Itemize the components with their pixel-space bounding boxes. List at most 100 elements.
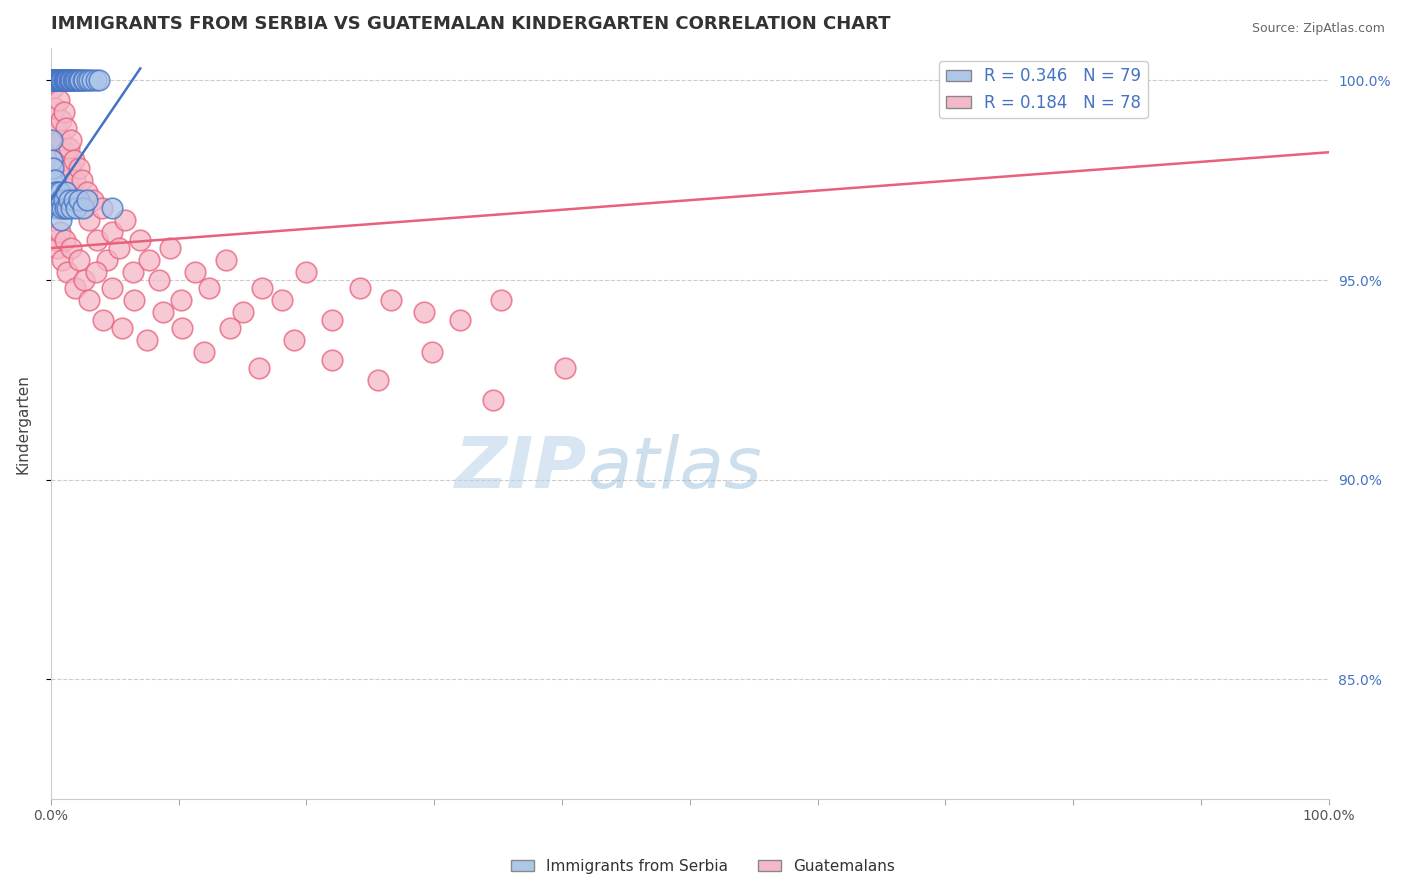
Point <box>367 373 389 387</box>
Point <box>193 344 215 359</box>
Point <box>135 333 157 347</box>
Point <box>91 313 114 327</box>
Text: Source: ZipAtlas.com: Source: ZipAtlas.com <box>1251 22 1385 36</box>
Point <box>63 281 86 295</box>
Point <box>49 225 72 239</box>
Point <box>56 73 79 87</box>
Point <box>111 321 134 335</box>
Point <box>55 73 77 87</box>
Point <box>59 73 82 87</box>
Point <box>44 73 66 87</box>
Point <box>51 253 73 268</box>
Point <box>184 265 207 279</box>
Point <box>49 185 72 199</box>
Point <box>56 265 79 279</box>
Point <box>121 265 143 279</box>
Point <box>77 73 100 87</box>
Point <box>49 73 72 87</box>
Point <box>77 293 100 307</box>
Point <box>49 193 72 207</box>
Point <box>41 73 63 87</box>
Point <box>96 253 118 268</box>
Point <box>76 185 98 199</box>
Point <box>46 73 69 87</box>
Point <box>41 133 63 147</box>
Point <box>48 73 70 87</box>
Point <box>77 213 100 227</box>
Point <box>58 73 80 87</box>
Point <box>65 73 87 87</box>
Point <box>45 73 67 87</box>
Point <box>67 253 90 268</box>
Point <box>283 333 305 347</box>
Point <box>45 185 67 199</box>
Point <box>44 73 66 87</box>
Point <box>53 73 76 87</box>
Point <box>42 73 65 87</box>
Point <box>172 321 194 335</box>
Point <box>215 253 238 268</box>
Point <box>41 153 63 168</box>
Point <box>41 73 63 87</box>
Point <box>489 293 512 307</box>
Point <box>65 201 87 215</box>
Point <box>89 73 111 87</box>
Point <box>148 273 170 287</box>
Point <box>60 133 83 147</box>
Point <box>231 305 253 319</box>
Point <box>49 73 72 87</box>
Point <box>84 265 107 279</box>
Point <box>63 193 86 207</box>
Point <box>170 293 193 307</box>
Point <box>271 293 294 307</box>
Point <box>67 73 90 87</box>
Point <box>152 305 174 319</box>
Point <box>62 73 84 87</box>
Point <box>69 73 91 87</box>
Point <box>62 185 84 199</box>
Point <box>129 233 152 247</box>
Point <box>53 73 76 87</box>
Point <box>41 173 63 187</box>
Point <box>67 161 90 176</box>
Legend: R = 0.346   N = 79, R = 0.184   N = 78: R = 0.346 N = 79, R = 0.184 N = 78 <box>939 61 1147 119</box>
Point <box>49 213 72 227</box>
Point <box>56 73 79 87</box>
Point <box>66 73 89 87</box>
Point <box>60 73 83 87</box>
Legend: Immigrants from Serbia, Guatemalans: Immigrants from Serbia, Guatemalans <box>505 853 901 880</box>
Point <box>49 113 72 128</box>
Point <box>73 273 96 287</box>
Point <box>138 253 160 268</box>
Point <box>65 193 87 207</box>
Point <box>107 241 129 255</box>
Point <box>53 233 76 247</box>
Point <box>44 173 66 187</box>
Point <box>44 233 66 247</box>
Point <box>44 193 66 207</box>
Point <box>349 281 371 295</box>
Point <box>44 73 66 87</box>
Point <box>46 185 69 199</box>
Point <box>41 73 63 87</box>
Point <box>482 392 505 407</box>
Point <box>48 93 70 107</box>
Point <box>80 73 103 87</box>
Point <box>554 360 576 375</box>
Point <box>58 193 80 207</box>
Point <box>59 161 82 176</box>
Text: IMMIGRANTS FROM SERBIA VS GUATEMALAN KINDERGARTEN CORRELATION CHART: IMMIGRANTS FROM SERBIA VS GUATEMALAN KIN… <box>51 15 890 33</box>
Point <box>41 73 63 87</box>
Point <box>56 201 79 215</box>
Point <box>413 305 436 319</box>
Point <box>42 161 65 176</box>
Point <box>159 241 181 255</box>
Text: atlas: atlas <box>588 434 762 503</box>
Point <box>44 101 66 115</box>
Point <box>49 73 72 87</box>
Point <box>420 344 443 359</box>
Point <box>42 73 65 87</box>
Point <box>86 233 108 247</box>
Point <box>41 73 63 87</box>
Point <box>41 73 63 87</box>
